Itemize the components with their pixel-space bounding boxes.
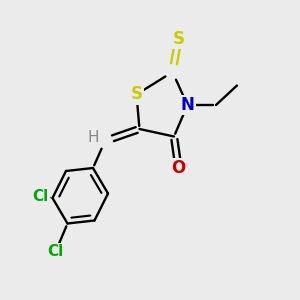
Text: S: S xyxy=(172,30,184,48)
Text: Cl: Cl xyxy=(47,244,64,260)
Text: O: O xyxy=(171,159,186,177)
Text: Cl: Cl xyxy=(32,189,49,204)
Text: N: N xyxy=(181,96,194,114)
Text: S: S xyxy=(130,85,142,103)
Text: H: H xyxy=(87,130,99,146)
